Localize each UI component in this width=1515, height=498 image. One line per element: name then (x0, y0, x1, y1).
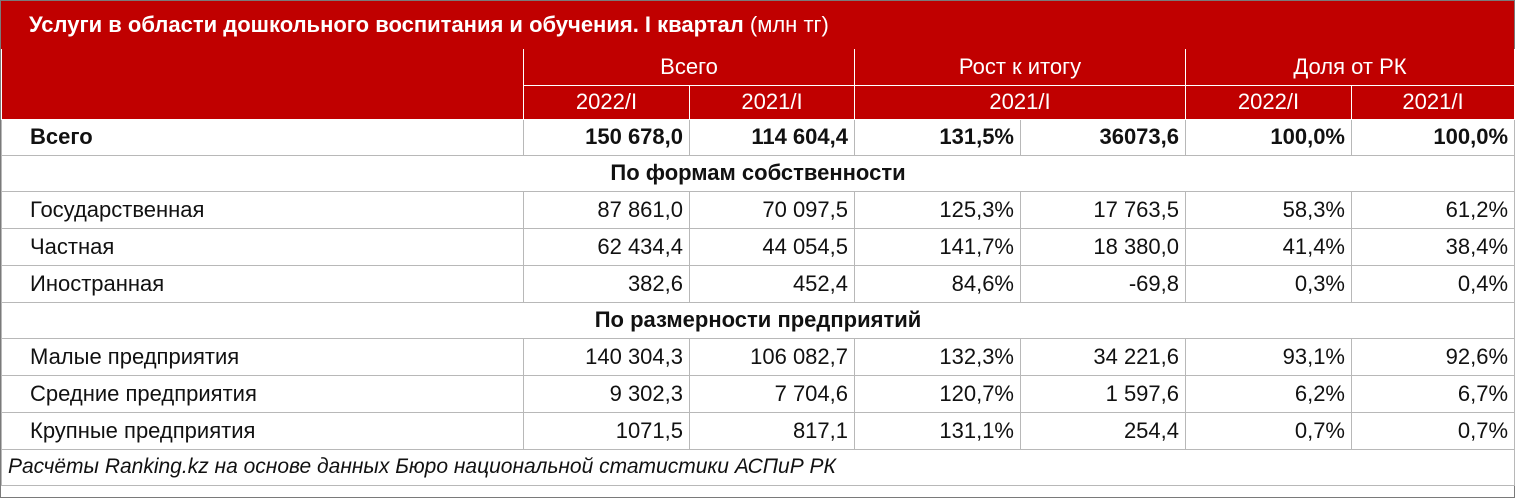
header-total-2021: 2021/I (689, 85, 855, 120)
cell-share-2021: 92,6% (1350, 337, 1515, 376)
header-row-1: Всего Рост к итогу Доля от РК (1, 49, 1515, 120)
cell-total-2021: 817,1 (689, 411, 855, 450)
source-note: Расчёты Ranking.kz на основе данных Бюро… (0, 448, 1515, 486)
header-label-cell (1, 49, 524, 120)
cell-share-2022: 100,0% (1185, 118, 1352, 156)
cell-total-2022: 382,6 (523, 264, 690, 303)
section-title: По размерности предприятий (0, 301, 1515, 339)
cell-total-2022: 140 304,3 (523, 337, 690, 376)
section-title: По формам собственности (0, 154, 1515, 192)
cell-growth-pct: 84,6% (854, 264, 1021, 303)
cell-total-2022: 1071,5 (523, 411, 690, 450)
cell-growth-abs: 36073,6 (1020, 118, 1186, 156)
header-row-2: 2022/I 2021/I 2021/I 2022/I 2021/I (2, 85, 1515, 120)
header-group-growth: Рост к итогу (854, 49, 1186, 86)
cell-share-2022: 0,7% (1185, 411, 1352, 450)
cell-share-2021: 61,2% (1350, 190, 1515, 229)
header-group-total: Всего (523, 49, 855, 86)
cell-growth-pct: 131,1% (854, 411, 1021, 450)
cell-share-2022: 0,3% (1185, 264, 1352, 303)
cell-share-2022: 6,2% (1185, 374, 1352, 413)
table-title: Услуги в области дошкольного воспитания … (1, 1, 1514, 49)
row-label: Иностранная (1, 264, 524, 303)
cell-share-2021: 6,7% (1350, 374, 1515, 413)
cell-total-2022: 150 678,0 (523, 118, 690, 156)
cell-growth-abs: 34 221,6 (1020, 337, 1186, 376)
row-label: Частная (1, 227, 524, 266)
table-row: Государственная 87 861,0 70 097,5 125,3%… (1, 190, 1515, 229)
cell-total-2021: 114 604,4 (689, 118, 855, 156)
cell-total-2022: 62 434,4 (523, 227, 690, 266)
cell-share-2022: 58,3% (1185, 190, 1352, 229)
header-growth-2021: 2021/I (854, 85, 1186, 120)
table-row: Крупные предприятия 1071,5 817,1 131,1% … (1, 411, 1515, 450)
section-header: По формам собственности (0, 154, 1515, 192)
row-label: Государственная (1, 190, 524, 229)
row-label: Крупные предприятия (1, 411, 524, 450)
cell-share-2021: 0,4% (1350, 264, 1515, 303)
cell-share-2022: 93,1% (1185, 337, 1352, 376)
cell-growth-pct: 120,7% (854, 374, 1021, 413)
row-label: Средние предприятия (1, 374, 524, 413)
cell-growth-abs: 17 763,5 (1020, 190, 1186, 229)
row-label: Малые предприятия (1, 337, 524, 376)
title-unit: (млн тг) (749, 12, 829, 37)
cell-total-2021: 452,4 (689, 264, 855, 303)
cell-growth-abs: 254,4 (1020, 411, 1186, 450)
header-total-2022: 2022/I (523, 85, 690, 120)
table-row: Малые предприятия 140 304,3 106 082,7 13… (1, 337, 1515, 376)
header-group-share: Доля от РК (1184, 49, 1515, 86)
header-share-2021: 2021/I (1350, 85, 1515, 120)
cell-share-2021: 38,4% (1350, 227, 1515, 266)
table-row: Иностранная 382,6 452,4 84,6% -69,8 0,3%… (1, 264, 1515, 303)
cell-total-2021: 70 097,5 (689, 190, 855, 229)
table-row: Средние предприятия 9 302,3 7 704,6 120,… (1, 374, 1515, 413)
stats-table: Всего Рост к итогу Доля от РК 2022/I 202… (0, 49, 1515, 486)
cell-share-2021: 0,7% (1350, 411, 1515, 450)
section-header: По размерности предприятий (0, 301, 1515, 339)
title-main: Услуги в области дошкольного воспитания … (29, 12, 744, 37)
header-share-2022: 2022/I (1185, 85, 1352, 120)
cell-growth-pct: 131,5% (854, 118, 1021, 156)
cell-growth-pct: 125,3% (854, 190, 1021, 229)
cell-share-2021: 100,0% (1350, 118, 1515, 156)
cell-growth-abs: -69,8 (1020, 264, 1186, 303)
cell-total-2022: 9 302,3 (523, 374, 690, 413)
cell-growth-pct: 141,7% (854, 227, 1021, 266)
cell-growth-pct: 132,3% (854, 337, 1021, 376)
cell-total-2021: 106 082,7 (689, 337, 855, 376)
row-label: Всего (1, 118, 524, 156)
cell-total-2021: 44 054,5 (689, 227, 855, 266)
cell-total-2021: 7 704,6 (689, 374, 855, 413)
cell-growth-abs: 18 380,0 (1020, 227, 1186, 266)
footer-row: Расчёты Ranking.kz на основе данных Бюро… (0, 448, 1515, 486)
cell-total-2022: 87 861,0 (523, 190, 690, 229)
table-row-total: Всего 150 678,0 114 604,4 131,5% 36073,6… (1, 118, 1515, 156)
table-row: Частная 62 434,4 44 054,5 141,7% 18 380,… (1, 227, 1515, 266)
cell-share-2022: 41,4% (1185, 227, 1352, 266)
cell-growth-abs: 1 597,6 (1020, 374, 1186, 413)
